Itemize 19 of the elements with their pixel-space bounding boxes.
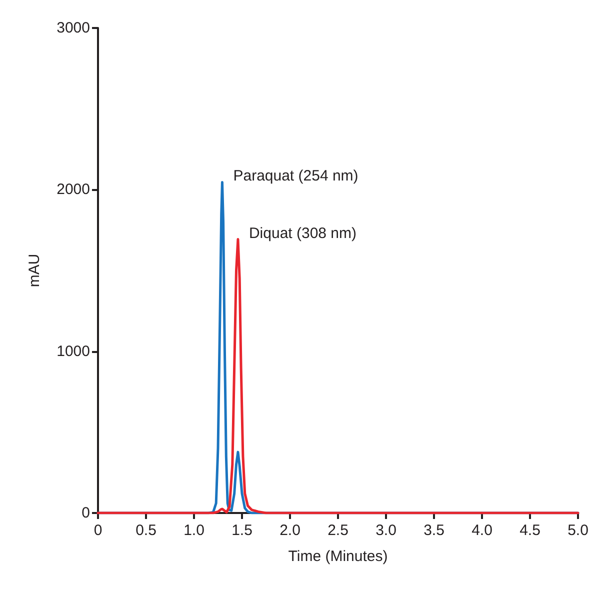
x-tick-label: 1.0 [184, 522, 204, 539]
x-tick-label: 4.5 [520, 522, 540, 539]
y-tick-label: 3000 [56, 20, 90, 36]
x-tick-label: 4.0 [472, 522, 492, 539]
x-axis-title: Time (Minutes) [288, 548, 388, 565]
x-tick-label: 2.5 [328, 522, 348, 539]
x-tick-label: 0 [94, 522, 102, 539]
x-tick-label: 3.0 [376, 522, 396, 539]
x-tick-label: 2.0 [280, 522, 300, 539]
y-tick-label: 0 [82, 504, 90, 522]
y-tick-label: 1000 [56, 342, 90, 360]
series-label: Diquat (308 nm) [248, 224, 357, 242]
x-tick-label: 5.0 [568, 522, 588, 539]
x-tick-label: 3.5 [424, 522, 444, 539]
x-tick-label: 1.5 [232, 522, 252, 539]
x-tick-label: 0.5 [136, 522, 156, 539]
y-tick-label: 2000 [56, 181, 90, 198]
y-axis-title: mAU [26, 254, 43, 288]
series-label: Paraquat (254 nm) [233, 168, 358, 185]
